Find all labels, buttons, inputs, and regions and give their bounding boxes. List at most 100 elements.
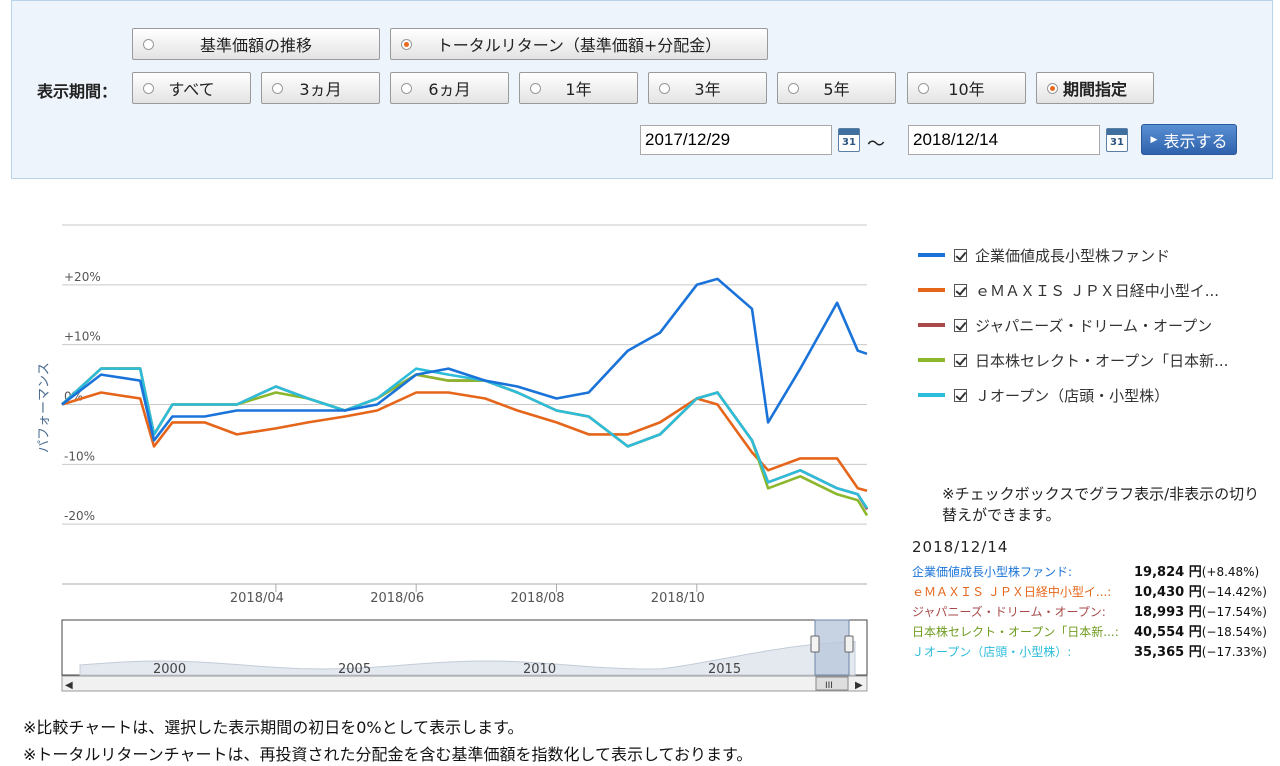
summary-change: (−18.54%) bbox=[1201, 625, 1267, 639]
navigator-selection[interactable] bbox=[814, 619, 850, 676]
legend-item-3[interactable]: 日本株セレクト・オープン「日本新... bbox=[918, 349, 1278, 371]
navigator-tick-label: 2005 bbox=[338, 662, 371, 677]
legend-swatch bbox=[918, 253, 945, 257]
navigator-area bbox=[79, 640, 856, 676]
checkbox-checked-icon[interactable] bbox=[954, 283, 967, 297]
period-label-10y: 10年 bbox=[948, 80, 985, 99]
legend-swatch bbox=[918, 323, 945, 327]
summary-fund-name: Ｊオープン（店頭・小型株）: bbox=[912, 645, 1072, 659]
show-button-label: 表示する bbox=[1163, 131, 1228, 151]
summary-change: (+8.48%) bbox=[1201, 565, 1260, 579]
radio-selected-icon bbox=[1047, 83, 1058, 94]
summary-fund-name: ジャパニーズ・ドリーム・オープン: bbox=[912, 605, 1106, 619]
series-line-3 bbox=[61, 367, 869, 517]
period-button-3y[interactable]: 3年 bbox=[648, 72, 767, 104]
checkbox-note: ※チェックボックスでグラフ表示/非表示の切り替えができます。 bbox=[942, 485, 1260, 524]
period-label-custom: 期間指定 bbox=[1062, 80, 1127, 99]
mode-label-total-return: トータルリターン（基準価額+分配金） bbox=[436, 36, 722, 55]
footnote-2: ※トータルリターンチャートは、再投資された分配金を含む基準価額を指数化して表示し… bbox=[23, 745, 753, 764]
footnote-1: ※比較チャートは、選択した表示期間の初日を0%として表示します。 bbox=[23, 718, 524, 737]
radio-icon bbox=[659, 83, 670, 94]
summary-change: (−17.54%) bbox=[1201, 605, 1267, 619]
summary-row: 日本株セレクト・オープン「日本新...: 40,554 円(−18.54%) bbox=[912, 621, 1272, 641]
legend-swatch bbox=[918, 288, 945, 292]
date-range-tilde: ～ bbox=[867, 134, 885, 155]
period-label-1y: 1年 bbox=[565, 80, 592, 99]
scroll-right-arrow-icon[interactable]: ▶ bbox=[855, 680, 863, 691]
summary-value: 40,554 円 bbox=[1134, 625, 1202, 640]
period-button-3m[interactable]: 3ヵ月 bbox=[261, 72, 380, 104]
period-label-5y: 5年 bbox=[823, 80, 850, 99]
summary-change: (−17.33%) bbox=[1201, 645, 1267, 659]
x-axis-ticks: 2018/04 2018/06 2018/08 2018/10 bbox=[62, 583, 867, 606]
legend-label: Ｊオープン（店頭・小型株） bbox=[975, 386, 1170, 405]
period-button-10y[interactable]: 10年 bbox=[907, 72, 1026, 104]
scrollbar-grip-icon: III bbox=[825, 681, 833, 691]
y-tick-label: -10% bbox=[64, 449, 95, 463]
series-line-4 bbox=[61, 367, 869, 509]
summary-value: 18,993 円 bbox=[1134, 605, 1202, 620]
radio-icon bbox=[401, 83, 412, 94]
period-label-all: すべて bbox=[168, 80, 215, 99]
period-button-custom[interactable]: 期間指定 bbox=[1036, 72, 1154, 104]
legend-item-0[interactable]: 企業価値成長小型株ファンド bbox=[918, 244, 1278, 266]
scrollbar-thumb[interactable] bbox=[815, 676, 849, 691]
radio-icon bbox=[143, 39, 154, 50]
period-label-3m: 3ヵ月 bbox=[299, 80, 342, 99]
calendar-icon-start[interactable]: 31 bbox=[838, 128, 860, 152]
show-button[interactable]: ▶ 表示する bbox=[1141, 124, 1237, 155]
navigator-handle[interactable] bbox=[810, 635, 820, 653]
summary-value: 19,824 円 bbox=[1134, 565, 1202, 580]
checkbox-checked-icon[interactable] bbox=[954, 318, 967, 332]
summary-row: 企業価値成長小型株ファンド: 19,824 円(+8.48%) bbox=[912, 561, 1272, 581]
mode-button-total-return[interactable]: トータルリターン（基準価額+分配金） bbox=[390, 28, 768, 60]
checkbox-checked-icon[interactable] bbox=[954, 248, 967, 262]
series-line-2 bbox=[61, 367, 869, 511]
legend-item-1[interactable]: ｅＭＡＸＩＳ ＪＰＸ日経中小型イ... bbox=[918, 279, 1278, 301]
summary-change: (−14.42%) bbox=[1201, 585, 1267, 599]
y-tick-label: +10% bbox=[64, 330, 101, 344]
radio-icon bbox=[272, 83, 283, 94]
radio-icon bbox=[788, 83, 799, 94]
x-tick-label: 2018/08 bbox=[511, 591, 565, 606]
navigator-tick-label: 2000 bbox=[153, 662, 186, 677]
x-tick-label: 2018/04 bbox=[230, 591, 284, 606]
start-date-input[interactable] bbox=[640, 125, 832, 155]
x-tick-label: 2018/10 bbox=[651, 591, 705, 606]
summary-row: Ｊオープン（店頭・小型株）: 35,365 円(−17.33%) bbox=[912, 641, 1272, 661]
period-button-1y[interactable]: 1年 bbox=[519, 72, 638, 104]
series-line-1 bbox=[61, 391, 868, 493]
period-button-6m[interactable]: 6ヵ月 bbox=[390, 72, 509, 104]
summary-fund-name: 企業価値成長小型株ファンド: bbox=[912, 565, 1073, 579]
checkbox-checked-icon[interactable] bbox=[954, 388, 967, 402]
summary-fund-name: 日本株セレクト・オープン「日本新...: bbox=[912, 625, 1119, 639]
summary-value: 10,430 円 bbox=[1134, 585, 1202, 600]
series-lines bbox=[61, 277, 869, 517]
navigator-tick-label: 2010 bbox=[523, 662, 556, 677]
range-navigator[interactable]: 2000 2005 2010 2015 III ◀ ▶ bbox=[61, 619, 868, 692]
summary-fund-name: ｅＭＡＸＩＳ ＪＰＸ日経中小型イ...: bbox=[912, 585, 1112, 599]
scroll-left-arrow-icon[interactable]: ◀ bbox=[65, 680, 73, 691]
mode-button-nav[interactable]: 基準価額の推移 bbox=[132, 28, 380, 60]
period-label-3y: 3年 bbox=[694, 80, 721, 99]
navigator-handle[interactable] bbox=[844, 635, 854, 653]
navigator-scrollbar[interactable] bbox=[61, 675, 868, 692]
legend-label: ジャパニーズ・ドリーム・オープン bbox=[975, 316, 1213, 335]
legend-item-4[interactable]: Ｊオープン（店頭・小型株） bbox=[918, 384, 1278, 406]
legend-label: 日本株セレクト・オープン「日本新... bbox=[975, 351, 1229, 370]
period-button-5y[interactable]: 5年 bbox=[777, 72, 896, 104]
end-date-input[interactable] bbox=[908, 125, 1100, 155]
legend-swatch bbox=[918, 358, 945, 362]
navigator-tick-label: 2015 bbox=[708, 662, 741, 677]
period-label-6m: 6ヵ月 bbox=[428, 80, 471, 99]
x-tick-label: 2018/06 bbox=[370, 591, 424, 606]
checkbox-checked-icon[interactable] bbox=[954, 353, 967, 367]
legend-swatch bbox=[918, 393, 945, 397]
legend-item-2[interactable]: ジャパニーズ・ドリーム・オープン bbox=[918, 314, 1278, 336]
period-button-all[interactable]: すべて bbox=[132, 72, 251, 104]
radio-icon bbox=[530, 83, 541, 94]
mode-label-nav: 基準価額の推移 bbox=[199, 36, 312, 55]
y-tick-label: +20% bbox=[64, 270, 101, 284]
period-label: 表示期間： bbox=[37, 82, 118, 101]
calendar-icon-end[interactable]: 31 bbox=[1106, 128, 1128, 152]
